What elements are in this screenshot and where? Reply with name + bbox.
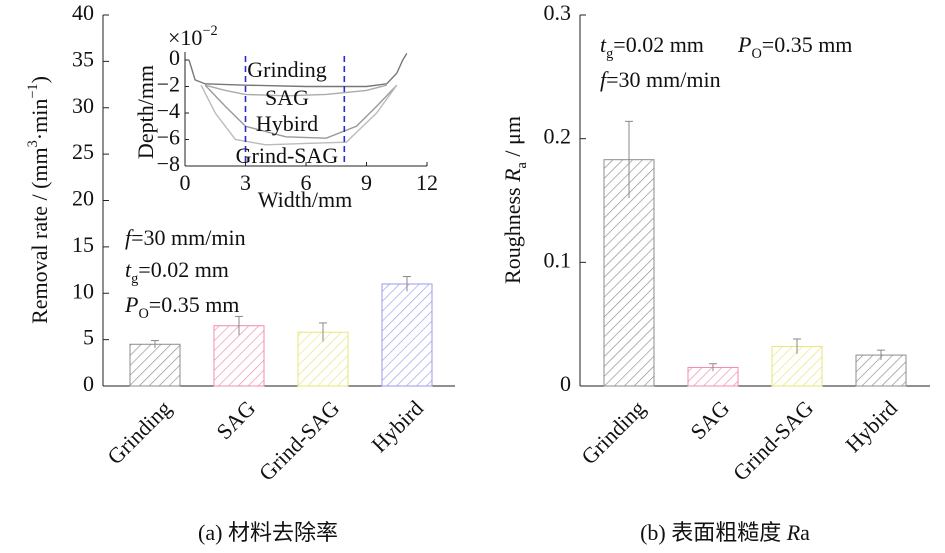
text-part: R: [786, 520, 801, 545]
profile-line: [204, 84, 398, 139]
y-tick-label: 0.1: [544, 247, 572, 272]
text-part: =0.02 mm: [138, 257, 229, 282]
scale-note: ×10−2: [168, 23, 218, 50]
text-part: t: [125, 257, 132, 282]
annotation: PO=0.35 mm: [737, 32, 852, 62]
profile-label: Hybird: [256, 111, 318, 136]
inset-x-tick-label: 12: [416, 170, 438, 195]
text-part: −2: [202, 23, 217, 39]
inset-x-tick-label: 0: [180, 170, 191, 195]
caption: (a) 材料去除率: [198, 520, 338, 545]
y-tick-label: 0: [83, 371, 94, 396]
text-part: (b) 表面粗糙度: [640, 520, 787, 545]
annotation: f=30 mm/min: [600, 67, 721, 92]
inset-y-tick-label: −2: [157, 72, 180, 97]
profile-label: SAG: [265, 85, 309, 110]
text-part: =0.35 mm: [149, 292, 240, 317]
text-part: ·min: [27, 99, 52, 141]
text-part: t: [600, 32, 607, 57]
x-tick-label: Hybird: [366, 395, 428, 457]
profile-line: [200, 84, 398, 146]
text-part: 3: [25, 140, 41, 147]
text-part: =0.35 mm: [762, 32, 853, 57]
text-part: ): [27, 76, 52, 83]
inset-x-tick-label: 6: [301, 170, 312, 195]
text-part: f: [125, 225, 134, 250]
profile-line: [204, 84, 387, 97]
x-tick-label: SAG: [685, 395, 734, 444]
bar: [855, 354, 907, 387]
text-part: a: [514, 161, 530, 168]
text-part: P: [737, 32, 751, 57]
inset-x-tick-label: 9: [361, 170, 372, 195]
profile-line: [188, 53, 408, 88]
text-part: R: [500, 168, 525, 183]
text-part: f: [600, 67, 609, 92]
text-part: =0.02 mm: [613, 32, 704, 57]
y-tick-label: 25: [72, 139, 94, 164]
text-part: O: [751, 46, 761, 62]
text-part: −1: [25, 83, 41, 98]
annotation: tg=0.02 mm: [600, 32, 704, 62]
x-tick-label: Grind-SAG: [728, 395, 818, 485]
bar: [129, 343, 181, 387]
profile-label: Grinding: [247, 57, 326, 82]
text-part: g: [131, 271, 138, 287]
annotation: PO=0.35 mm: [124, 292, 239, 322]
text-part: ×10: [168, 25, 202, 50]
x-tick-label: SAG: [211, 395, 260, 444]
text-part: P: [124, 292, 138, 317]
inset-y-tick-label: 0: [169, 45, 180, 70]
y-tick-label: 10: [72, 278, 94, 303]
y-tick-label: 5: [83, 325, 94, 350]
text-part: =30 mm/min: [606, 67, 720, 92]
y-tick-label: 40: [72, 0, 94, 25]
inset-x-tick-label: 3: [240, 170, 251, 195]
text-part: Roughness: [500, 182, 525, 284]
annotation: tg=0.02 mm: [125, 257, 229, 287]
y-axis-label: Removal rate / (mm3·min−1): [25, 76, 52, 324]
bar: [381, 283, 433, 387]
inset-y-tick-label: −6: [157, 125, 180, 150]
y-axis-label: Roughness Ra / μm: [500, 116, 530, 284]
inset-x-label: Width/mm: [258, 187, 352, 212]
inset-y-label: Depth/mm: [133, 65, 158, 159]
text-part: O: [138, 306, 148, 322]
y-tick-label: 35: [72, 46, 94, 71]
caption: (b) 表面粗糙度 Ra: [640, 520, 810, 545]
x-tick-label: Grinding: [102, 395, 176, 469]
text-part: (a) 材料去除率: [198, 520, 338, 545]
text-part: / μm: [500, 116, 525, 162]
y-tick-label: 0.3: [544, 0, 572, 25]
x-tick-label: Hybird: [840, 395, 902, 457]
text-part: g: [606, 46, 613, 62]
annotation: f=30 mm/min: [125, 225, 246, 250]
y-tick-label: 0.2: [544, 124, 572, 149]
x-tick-label: Grind-SAG: [254, 395, 344, 485]
text-part: Removal rate / (mm: [27, 147, 52, 324]
bar: [213, 325, 265, 387]
x-tick-label: Grinding: [576, 395, 650, 469]
y-tick-label: 0: [560, 371, 571, 396]
inset-y-tick-label: −8: [157, 151, 180, 176]
y-tick-label: 20: [72, 186, 94, 211]
y-tick-label: 15: [72, 232, 94, 257]
y-tick-label: 30: [72, 93, 94, 118]
profile-label: Grind-SAG: [236, 143, 339, 168]
inset-y-tick-label: −4: [157, 98, 180, 123]
text-part: a: [800, 520, 810, 545]
text-part: =30 mm/min: [131, 225, 245, 250]
